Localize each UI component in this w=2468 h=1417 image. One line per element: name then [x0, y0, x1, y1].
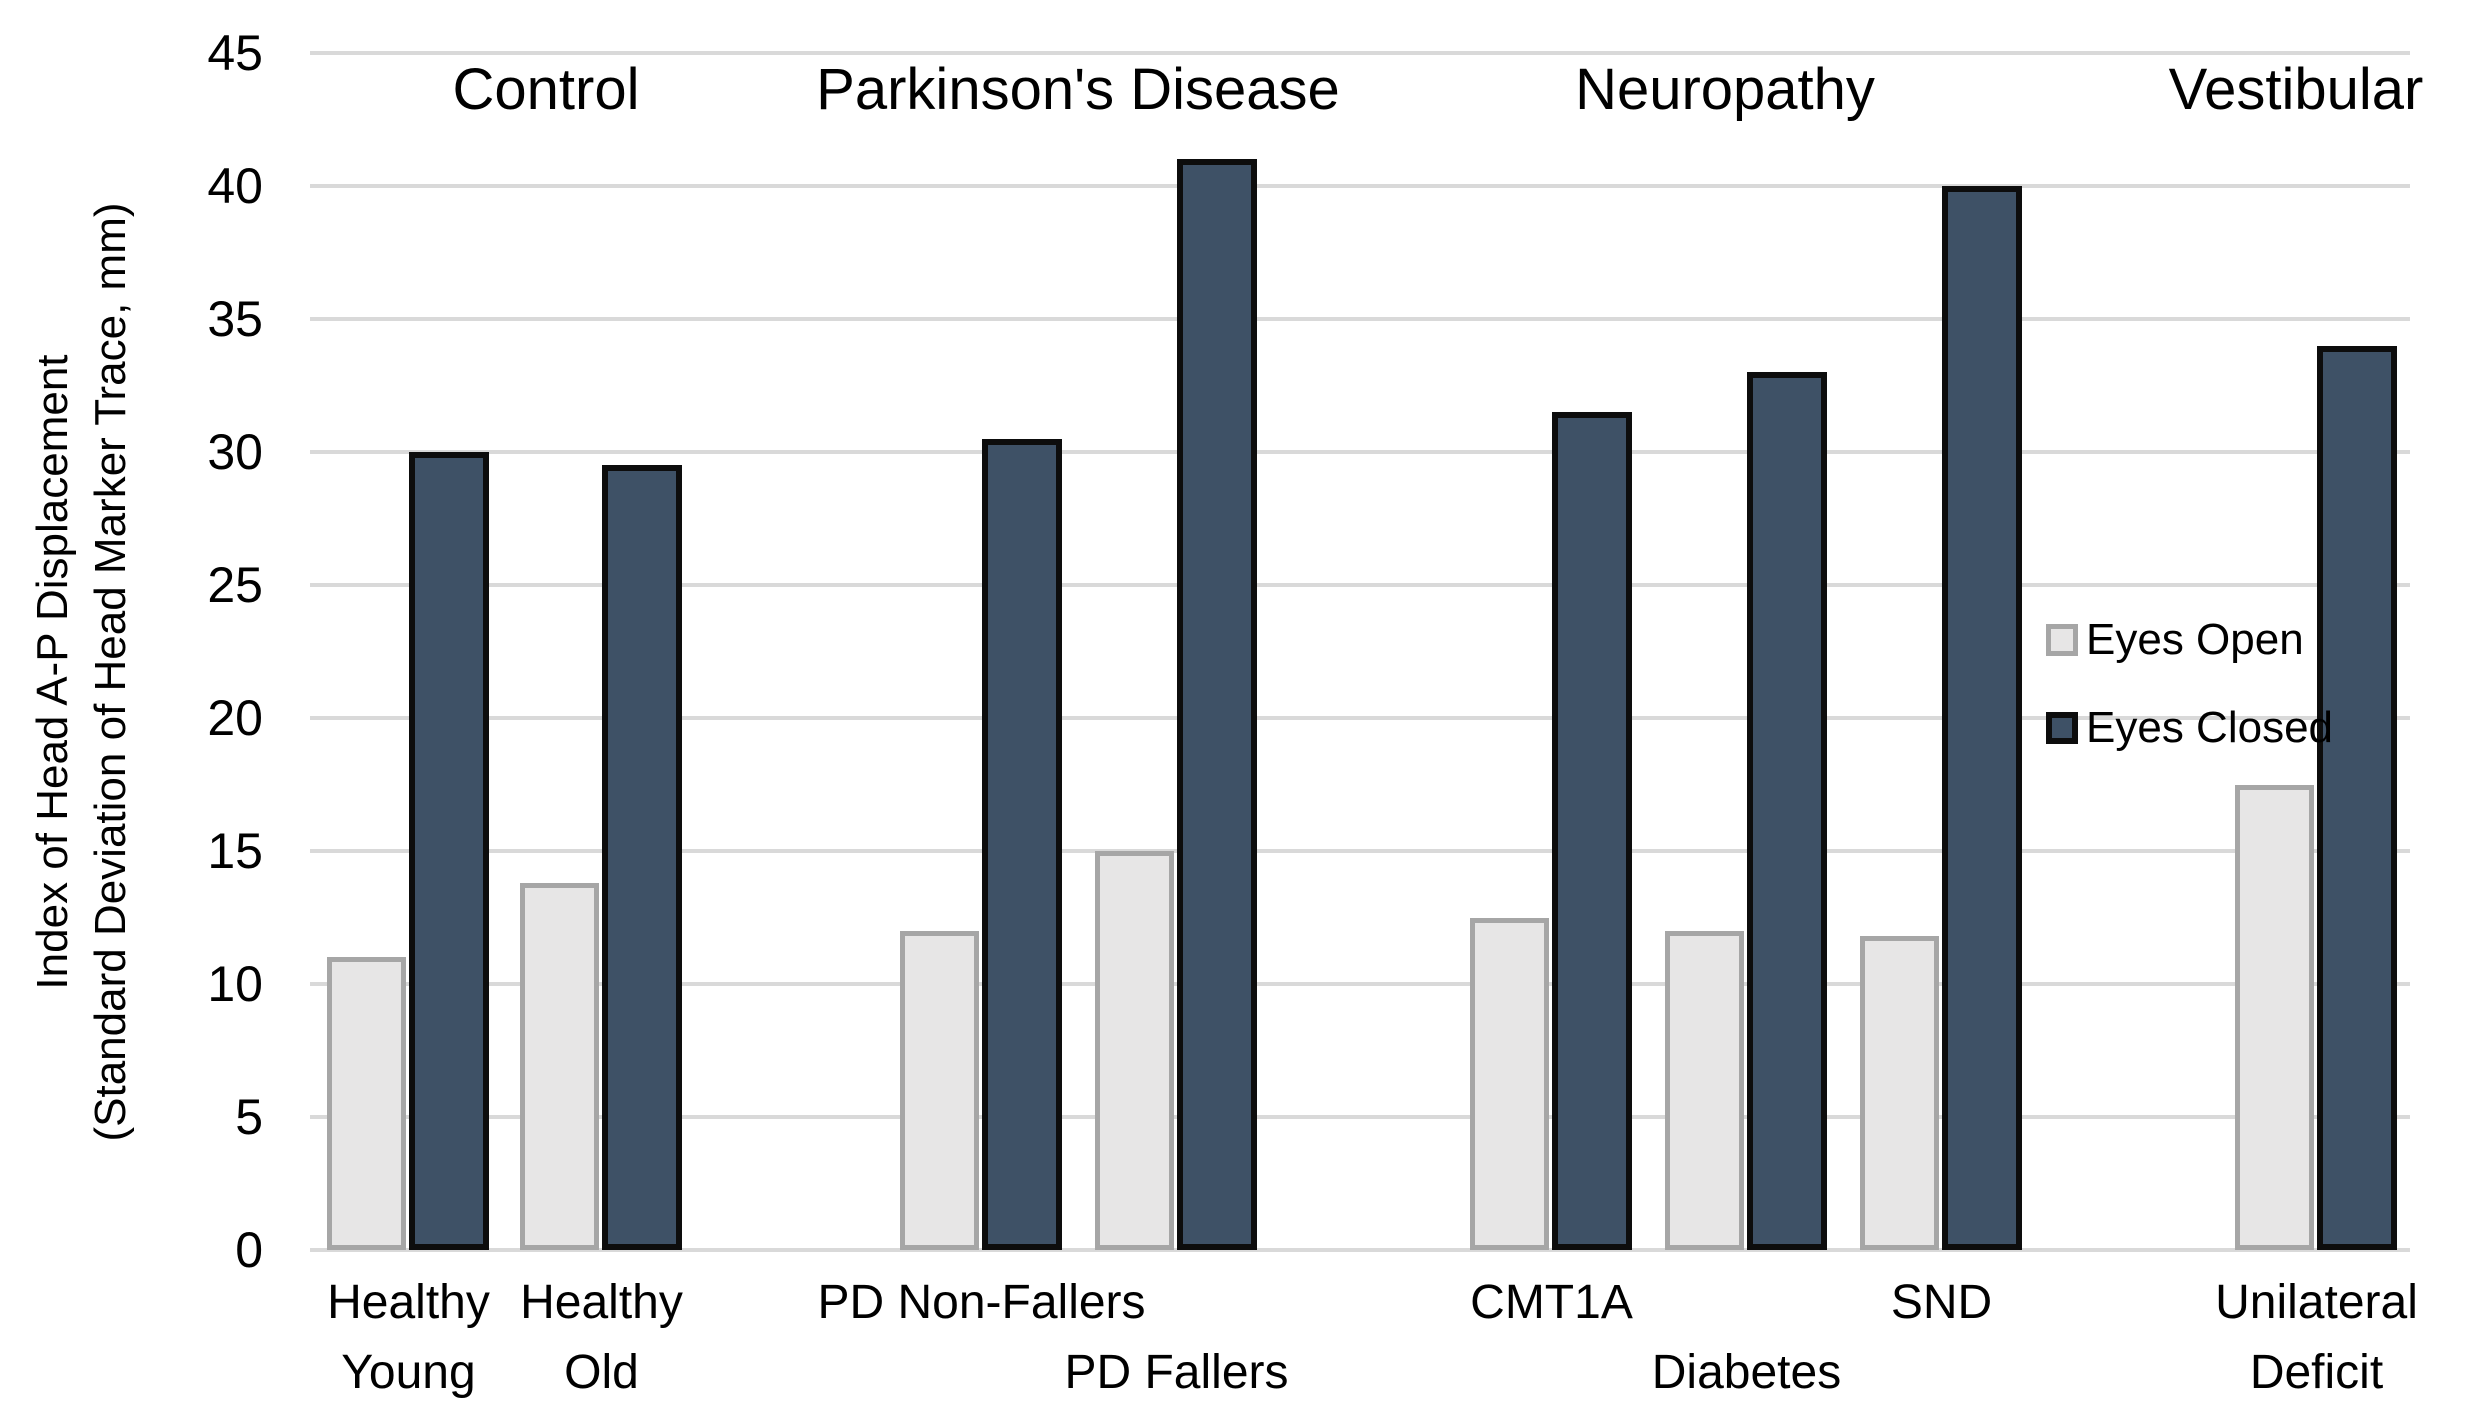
- bar-eyes-closed-healthy-old: [602, 465, 682, 1250]
- bar-eyes-closed-diabetes: [1747, 372, 1827, 1250]
- gridline-y-20: [310, 716, 2410, 720]
- bar-eyes-closed-pd-fallers: [1177, 159, 1257, 1250]
- legend-entry-eyes-closed: Eyes Closed: [2046, 706, 2333, 750]
- x-axis-label-snd: SND: [1742, 1268, 2142, 1338]
- y-tick-label-30: 30: [207, 424, 263, 480]
- y-tick-label-45: 45: [207, 25, 263, 81]
- gridline-y-30: [310, 450, 2410, 454]
- legend-entry-eyes-open: Eyes Open: [2046, 618, 2304, 662]
- y-tick-label-5: 5: [235, 1089, 263, 1145]
- x-axis-label-diabetes: Diabetes: [1547, 1338, 1947, 1408]
- bar-eyes-open-healthy-old: [520, 882, 599, 1250]
- x-axis-label-line: PD Non-Fallers: [817, 1276, 1146, 1329]
- x-axis-label-line: Healthy: [520, 1276, 683, 1329]
- bar-eyes-open-snd: [1860, 936, 1939, 1250]
- gridline-y-40: [310, 184, 2410, 188]
- x-axis-label-healthy-young: Healthy Young: [209, 1268, 609, 1408]
- gridline-y-45: [310, 51, 2410, 55]
- bar-eyes-open-healthy-young: [327, 957, 406, 1250]
- bar-eyes-closed-pd-non-fallers: [982, 438, 1062, 1250]
- x-axis-label-cmt1a: CMT1A: [1352, 1268, 1752, 1338]
- bar-eyes-closed-cmt1a: [1552, 412, 1632, 1250]
- gridline-y-0: [310, 1248, 2410, 1252]
- x-axis-label-line: Young: [341, 1346, 476, 1399]
- y-tick-label-35: 35: [207, 291, 263, 347]
- legend-label-eyes-closed: Eyes Closed: [2086, 703, 2334, 752]
- x-axis-label-line: PD Fallers: [1064, 1346, 1289, 1399]
- bar-eyes-open-pd-fallers: [1095, 851, 1174, 1250]
- bar-eyes-open-unilateral-deficit: [2235, 784, 2314, 1250]
- bar-eyes-open-cmt1a: [1470, 917, 1549, 1250]
- bar-eyes-closed-snd: [1942, 186, 2022, 1250]
- category-title-control: Control: [452, 57, 640, 122]
- legend-label-eyes-open: Eyes Open: [2086, 615, 2304, 664]
- category-title-neuropathy: Neuropathy: [1575, 57, 1875, 122]
- x-axis-label-unilateral-deficit: Unilateral Deficit: [2117, 1268, 2468, 1408]
- plot-area: [310, 51, 2410, 1252]
- x-axis-label-pd-non-fallers: PD Non-Fallers: [782, 1268, 1182, 1338]
- y-axis-title-line-2: (Standard Deviation of Head Marker Trace…: [86, 202, 135, 1142]
- y-tick-label-25: 25: [207, 557, 263, 613]
- y-tick-label-20: 20: [207, 690, 263, 746]
- gridline-y-25: [310, 583, 2410, 587]
- x-axis-label-pd-fallers: PD Fallers: [977, 1338, 1377, 1408]
- y-tick-label-0: 0: [235, 1222, 263, 1278]
- x-axis-label-line: Deficit: [2249, 1346, 2384, 1399]
- gridline-y-35: [310, 317, 2410, 321]
- x-axis-label-line: Healthy: [327, 1276, 490, 1329]
- x-axis-label-line: Unilateral: [2215, 1276, 2418, 1329]
- gridline-y-5: [310, 1115, 2410, 1119]
- x-axis-label-line: Diabetes: [1651, 1346, 1842, 1399]
- legend-swatch-eyes-open: [2046, 624, 2078, 656]
- category-title-vestibular: Vestibular: [2168, 57, 2424, 122]
- bar-eyes-open-pd-non-fallers: [900, 930, 979, 1250]
- legend-swatch-eyes-closed: [2046, 712, 2078, 744]
- gridline-y-15: [310, 849, 2410, 853]
- bar-eyes-closed-unilateral-deficit: [2317, 345, 2397, 1250]
- y-tick-label-15: 15: [207, 823, 263, 879]
- y-axis-title: Index of Head A-P Displacement (Standard…: [24, 22, 140, 1322]
- bar-eyes-open-diabetes: [1665, 930, 1744, 1250]
- category-title-parkinsons-disease: Parkinson's Disease: [816, 57, 1340, 122]
- x-axis-label-healthy-old: Healthy Old: [402, 1268, 802, 1408]
- gridline-y-10: [310, 982, 2410, 986]
- y-tick-label-10: 10: [207, 956, 263, 1012]
- y-tick-label-40: 40: [207, 158, 263, 214]
- x-axis-label-line: CMT1A: [1470, 1276, 1633, 1329]
- x-axis-label-line: SND: [1890, 1276, 1993, 1329]
- y-axis-title-line-1: Index of Head A-P Displacement: [28, 354, 77, 990]
- bar-eyes-closed-healthy-young: [409, 452, 489, 1250]
- x-axis-label-line: Old: [564, 1346, 639, 1399]
